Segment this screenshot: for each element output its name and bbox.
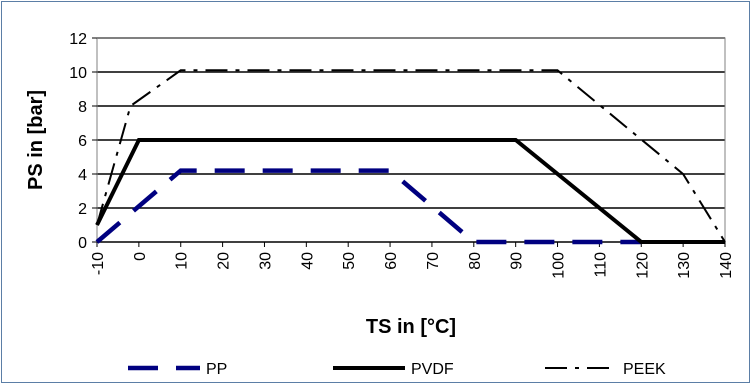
legend-label-pvdf: PVDF: [411, 361, 454, 378]
y-tick-label: 2: [78, 201, 87, 218]
y-axis-title: PS in [bar]: [25, 90, 47, 190]
x-tick-label: 20: [216, 252, 233, 270]
x-tick-label: 120: [634, 252, 651, 279]
x-tick-label: 80: [467, 252, 484, 270]
series-line-peek: [96, 69, 726, 243]
series-line-pp: [95, 168, 642, 245]
x-tick-label: 140: [718, 252, 735, 279]
y-tick-label: 0: [78, 235, 87, 252]
x-tick-label: 90: [509, 252, 526, 270]
x-tick-label: 50: [341, 252, 358, 270]
x-tick-label: 0: [132, 252, 149, 261]
y-tick-label: 12: [69, 31, 87, 48]
series-line-pvdf: [95, 138, 725, 244]
x-axis-ticks: -10 0 10 20 30 40 50 60 70 80 90 100 110 120 130 140: [90, 241, 735, 279]
y-tick-label: 6: [78, 133, 87, 150]
x-tick-label: 110: [592, 252, 609, 278]
y-tick-label: 8: [78, 99, 87, 116]
x-tick-label: -10: [90, 252, 107, 275]
x-tick-label: 60: [383, 252, 400, 270]
y-axis-ticks: 0 2 4 6 8 10 12: [69, 31, 97, 252]
x-axis-title: TS in [°C]: [366, 316, 456, 338]
legend-label-peek: PEEK: [623, 361, 666, 378]
x-tick-label: 100: [551, 252, 568, 279]
legend-label-pp: PP: [206, 361, 227, 378]
x-tick-label: 40: [299, 252, 316, 270]
series-lines: [95, 69, 726, 245]
x-tick-label: 130: [676, 252, 693, 279]
legend: PP PVDF PEEK: [128, 361, 666, 378]
y-tick-label: 4: [78, 167, 87, 184]
x-tick-label: 70: [425, 252, 442, 270]
y-tick-label: 10: [69, 65, 87, 82]
x-tick-label: 30: [257, 252, 274, 270]
x-tick-label: 10: [174, 252, 191, 270]
